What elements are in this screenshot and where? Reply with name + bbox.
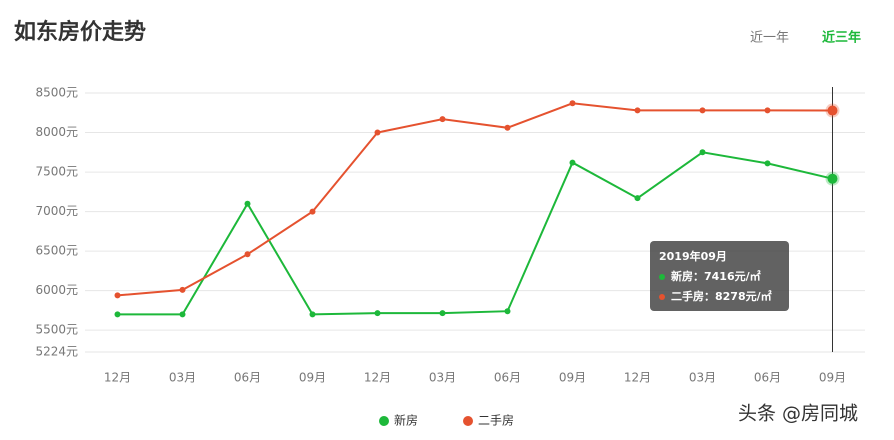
point xyxy=(309,208,316,215)
x-tick-label: 03月 xyxy=(169,371,196,385)
point xyxy=(764,160,771,167)
point xyxy=(634,107,641,114)
watermark: 头条 @房同城 xyxy=(738,403,858,425)
legend-marker xyxy=(463,416,474,426)
x-tick-label: 09月 xyxy=(299,371,326,385)
tooltip-title: 2019年09月 xyxy=(659,249,727,263)
point xyxy=(244,200,251,207)
y-tick-label: 8500元 xyxy=(35,86,78,100)
tooltip-item: 二手房：8278元/㎡ xyxy=(671,289,772,303)
point xyxy=(504,124,511,131)
point xyxy=(699,149,706,156)
point xyxy=(634,195,641,202)
point xyxy=(374,129,381,136)
tooltip-marker xyxy=(659,274,665,280)
tooltip-item: 新房：7416元/㎡ xyxy=(671,269,761,283)
y-tick-label: 8000元 xyxy=(35,125,78,139)
point xyxy=(309,311,316,318)
point xyxy=(504,308,511,315)
point xyxy=(569,159,576,166)
legend-label: 新房 xyxy=(394,413,418,428)
series-line xyxy=(117,102,833,297)
point xyxy=(374,310,381,317)
tooltip-marker xyxy=(659,294,665,300)
point xyxy=(764,107,771,114)
point xyxy=(699,107,706,114)
y-tick-label: 5500元 xyxy=(35,323,78,337)
point xyxy=(569,100,576,107)
x-tick-label: 03月 xyxy=(429,371,456,385)
x-tick-label: 06月 xyxy=(494,371,521,385)
point xyxy=(827,173,838,184)
x-tick-label: 12月 xyxy=(624,371,651,385)
point xyxy=(827,105,838,116)
point xyxy=(114,292,121,299)
tooltip-box xyxy=(650,241,789,311)
point xyxy=(439,116,446,123)
y-tick-label: 6000元 xyxy=(35,283,78,297)
y-tick-label: 7500元 xyxy=(35,165,78,179)
x-tick-label: 06月 xyxy=(234,371,261,385)
legend-label: 二手房 xyxy=(478,413,514,428)
point xyxy=(439,310,446,317)
range-button[interactable]: 近一年 xyxy=(750,31,789,46)
point xyxy=(114,311,121,318)
point xyxy=(179,311,186,318)
x-tick-label: 03月 xyxy=(689,371,716,385)
range-button[interactable]: 近三年 xyxy=(822,30,861,46)
chart-title: 如东房价走势 xyxy=(14,19,146,45)
legend-marker xyxy=(379,416,389,426)
series-line xyxy=(117,151,833,316)
x-tick-label: 09月 xyxy=(819,371,846,385)
x-tick-label: 12月 xyxy=(364,371,391,385)
y-tick-label: 6500元 xyxy=(35,244,78,258)
y-tick-label: 7000元 xyxy=(35,204,78,218)
x-tick-label: 09月 xyxy=(559,371,586,385)
point xyxy=(244,251,251,258)
x-tick-label: 06月 xyxy=(754,371,781,385)
x-tick-label: 12月 xyxy=(104,371,131,385)
point xyxy=(179,286,186,293)
y-tick-label: 5224元 xyxy=(35,345,78,359)
